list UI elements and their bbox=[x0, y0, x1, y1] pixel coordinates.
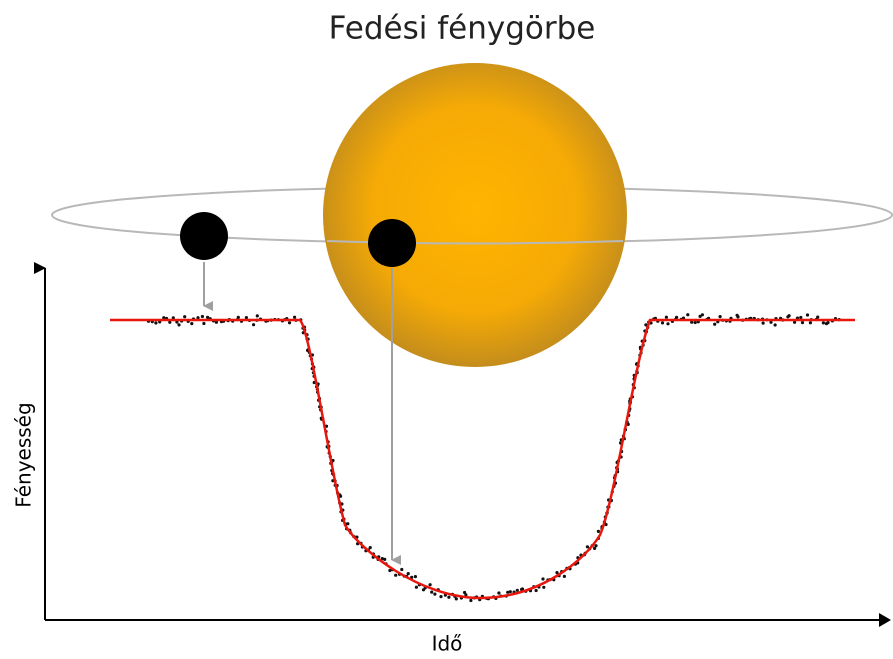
observation-dot bbox=[288, 321, 291, 324]
observation-dot bbox=[369, 546, 372, 549]
page: Fedési fénygörbe Fényesség Idő (() => { … bbox=[0, 0, 893, 659]
observation-dot bbox=[713, 323, 716, 326]
x-axis-arrow bbox=[879, 613, 891, 627]
planet bbox=[368, 219, 416, 267]
observation-dot bbox=[430, 591, 433, 594]
diagram: Fedési fénygörbe Fényesség Idő bbox=[0, 0, 893, 659]
observation-dot bbox=[433, 593, 436, 596]
title: Fedési fénygörbe bbox=[329, 11, 596, 47]
observation-dot bbox=[407, 572, 410, 575]
observation-dot bbox=[593, 547, 596, 550]
observation-dot bbox=[826, 321, 829, 324]
observation-dot bbox=[237, 316, 240, 319]
observation-dot bbox=[256, 314, 259, 317]
observation-dot bbox=[245, 316, 248, 319]
observation-dot bbox=[666, 322, 669, 325]
observation-dot bbox=[535, 589, 538, 592]
observation-dot bbox=[799, 316, 802, 319]
y-axis-label: Fényesség bbox=[12, 402, 36, 507]
observation-dot bbox=[675, 316, 678, 319]
observation-dot bbox=[293, 316, 296, 319]
x-axis-label: Idő bbox=[432, 632, 463, 656]
observation-dot bbox=[201, 315, 204, 318]
observation-dot bbox=[665, 316, 668, 319]
observation-dot bbox=[400, 568, 403, 571]
observation-dot bbox=[394, 574, 397, 577]
observation-dot bbox=[447, 596, 450, 599]
observation-dot bbox=[346, 522, 349, 525]
observation-dot bbox=[469, 599, 472, 602]
observation-dot bbox=[439, 595, 442, 598]
observation-dot bbox=[719, 315, 722, 318]
observation-dot bbox=[154, 321, 157, 324]
observation-dot bbox=[801, 321, 804, 324]
observation-dot bbox=[516, 589, 519, 592]
observation-dot bbox=[455, 597, 458, 600]
observation-dot bbox=[661, 321, 664, 324]
observation-dot bbox=[542, 586, 545, 589]
observation-dot bbox=[809, 321, 812, 324]
observation-dot bbox=[788, 314, 791, 317]
observation-dot bbox=[509, 590, 512, 593]
observation-dot bbox=[383, 558, 386, 561]
observation-dot bbox=[177, 323, 180, 326]
observation-dot bbox=[701, 313, 704, 316]
observation-dot bbox=[822, 321, 825, 324]
observation-dot bbox=[563, 575, 566, 578]
observation-dot bbox=[202, 322, 205, 325]
observation-dot bbox=[497, 591, 500, 594]
observation-dot bbox=[252, 323, 255, 326]
observation-dot bbox=[190, 322, 193, 325]
observation-dot bbox=[686, 313, 689, 316]
observation-dot bbox=[183, 315, 186, 318]
star bbox=[323, 63, 627, 367]
observation-dot bbox=[415, 586, 418, 589]
observation-dot bbox=[762, 322, 765, 325]
observation-dot bbox=[816, 316, 819, 319]
observation-dot bbox=[736, 315, 739, 318]
observation-dot bbox=[806, 313, 809, 316]
observation-dot bbox=[597, 530, 600, 533]
observation-dot bbox=[541, 577, 544, 580]
planet bbox=[180, 212, 228, 260]
observation-dot bbox=[774, 323, 777, 326]
observation-dot bbox=[414, 575, 417, 578]
observation-dot bbox=[429, 583, 432, 586]
observation-dot bbox=[694, 321, 697, 324]
